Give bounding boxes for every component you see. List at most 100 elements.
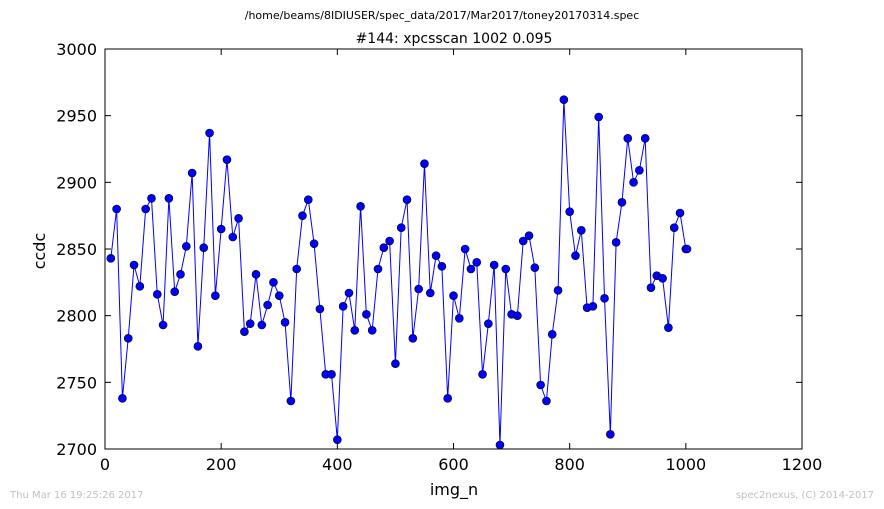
y-tick-label: 2950	[56, 107, 97, 126]
x-tick-label: 200	[206, 455, 237, 474]
data-point	[333, 435, 342, 444]
data-point	[524, 231, 534, 240]
data-point	[228, 232, 238, 242]
y-tick-label: 2850	[56, 240, 97, 259]
footer-timestamp: Thu Mar 16 19:25:26 2017	[9, 490, 143, 501]
x-tick-label: 600	[438, 455, 469, 474]
data-point	[298, 211, 307, 220]
series-layer	[106, 95, 692, 450]
y-axis-label: ccdc	[30, 233, 49, 270]
data-point	[216, 224, 226, 234]
data-point	[449, 291, 458, 300]
data-point	[379, 243, 389, 252]
data-point	[547, 330, 557, 339]
data-point	[414, 284, 423, 294]
data-point	[164, 194, 174, 203]
data-point	[385, 236, 394, 246]
data-point	[187, 168, 197, 178]
data-point	[530, 263, 540, 272]
data-point	[152, 290, 162, 299]
data-point	[501, 264, 511, 274]
data-point	[123, 334, 133, 343]
footer-credit: spec2nexus, (C) 2014-2017	[736, 490, 874, 501]
suptitle: /home/beams/8IDIUSER/spec_data/2017/Mar2…	[245, 9, 640, 22]
y-tick-label: 2900	[56, 173, 97, 192]
data-point	[396, 223, 406, 232]
data-point	[606, 430, 615, 439]
data-point	[129, 260, 139, 270]
data-point	[362, 310, 371, 319]
data-point	[367, 326, 377, 335]
data-point	[495, 440, 505, 450]
data-point	[536, 380, 545, 390]
data-point	[431, 251, 441, 260]
data-point	[315, 304, 325, 314]
ticks-layer: 0 200 400 600 800 1000 1200 2700 2750 2800 2850 290…	[56, 40, 822, 474]
y-tick-label: 3000	[56, 40, 97, 59]
plot-frame	[104, 48, 803, 450]
data-point	[408, 334, 418, 343]
x-tick-label: 0	[100, 455, 110, 474]
data-point	[158, 320, 168, 330]
x-tick-label: 400	[322, 455, 353, 474]
data-point	[211, 291, 220, 300]
data-point	[640, 134, 650, 143]
data-point	[356, 202, 365, 211]
data-point	[542, 396, 551, 406]
data-point	[425, 288, 435, 298]
data-point	[303, 195, 313, 204]
y-tick-label: 2700	[56, 440, 97, 459]
data-point	[391, 359, 400, 368]
data-point	[623, 134, 633, 143]
data-point	[489, 260, 499, 270]
y-tick-label: 2750	[56, 373, 97, 392]
data-point	[292, 264, 301, 274]
data-point	[135, 282, 145, 291]
data-point	[141, 204, 150, 214]
data-point	[182, 242, 191, 251]
data-point	[455, 314, 464, 323]
data-point	[443, 394, 452, 403]
x-axis-label: img_n	[430, 480, 478, 500]
data-point	[402, 195, 412, 204]
data-point	[617, 198, 627, 207]
data-point	[437, 262, 447, 271]
data-point	[635, 166, 644, 175]
data-point	[664, 323, 673, 332]
data-point	[675, 208, 685, 218]
x-tick-label: 800	[554, 455, 585, 474]
data-point	[669, 223, 679, 232]
data-point	[280, 318, 290, 327]
data-point	[199, 243, 209, 252]
data-point	[257, 320, 267, 330]
chart-title: #144: xpcsscan 1002 0.095	[356, 31, 553, 47]
data-point	[170, 287, 179, 296]
data-point	[193, 342, 203, 351]
data-point	[286, 396, 296, 406]
data-point	[112, 204, 121, 214]
data-point	[251, 270, 261, 279]
series-line	[110, 99, 687, 446]
data-point	[222, 155, 232, 164]
data-point	[263, 300, 272, 310]
data-point	[106, 254, 116, 263]
data-point	[600, 294, 609, 303]
data-point	[350, 326, 360, 335]
x-tick-label: 1200	[782, 455, 823, 474]
data-point	[588, 302, 598, 311]
data-point	[205, 128, 214, 138]
data-point	[245, 319, 255, 328]
data-point	[269, 278, 278, 287]
data-point	[176, 270, 185, 279]
data-point	[118, 394, 127, 403]
data-point	[274, 291, 284, 300]
data-point	[234, 214, 243, 223]
data-point	[344, 288, 354, 298]
data-point	[553, 286, 563, 295]
data-point	[478, 370, 487, 379]
data-point	[682, 244, 692, 254]
data-point	[420, 159, 429, 168]
x-tick-label: 1000	[665, 455, 706, 474]
data-point	[327, 370, 336, 379]
